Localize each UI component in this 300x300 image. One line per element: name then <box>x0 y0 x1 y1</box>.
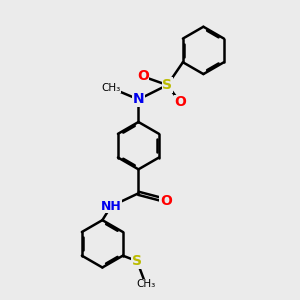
Text: O: O <box>174 95 186 110</box>
Text: O: O <box>137 69 149 83</box>
Text: NH: NH <box>101 200 122 213</box>
Text: N: N <box>133 92 144 106</box>
Text: CH₃: CH₃ <box>136 279 155 289</box>
Text: S: S <box>132 254 142 268</box>
Text: S: S <box>162 78 172 92</box>
Text: CH₃: CH₃ <box>101 83 121 93</box>
Text: O: O <box>160 194 172 208</box>
